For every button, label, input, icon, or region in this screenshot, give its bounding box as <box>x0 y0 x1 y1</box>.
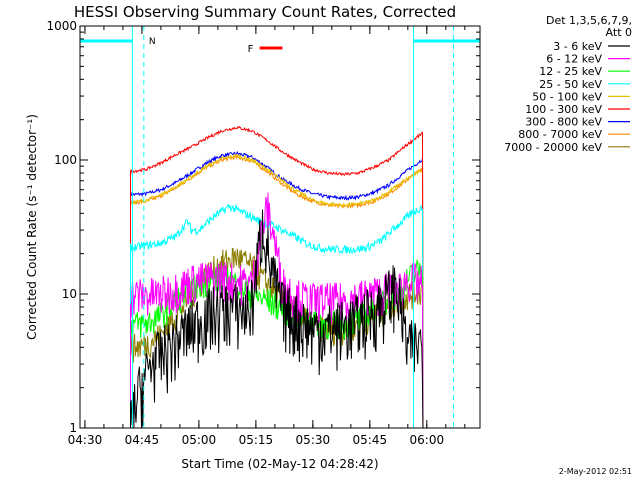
x-axis-label: Start Time (02-May-12 04:28:42) <box>181 457 378 471</box>
chart-title: HESSI Observing Summary Count Rates, Cor… <box>74 3 456 21</box>
x-ticks: 04:30 04:45 05:00 05:15 05:30 05:45 06:00 <box>68 26 466 447</box>
series-line-100-300-kev <box>130 125 424 429</box>
y-tick-label: 10 <box>62 287 77 301</box>
legend-label: 25 - 50 keV <box>539 78 602 91</box>
x-tick-label: 04:30 <box>68 433 103 447</box>
y-tick-label: 1000 <box>46 19 77 33</box>
y-axis-label: Corrected Count Rate (s⁻¹ detector⁻¹) <box>25 114 39 340</box>
legend-label: 6 - 12 keV <box>546 53 602 66</box>
series-line-6-12-kev <box>130 192 424 429</box>
legend-label: 50 - 100 keV <box>532 90 602 103</box>
x-tick-label: 04:45 <box>125 433 160 447</box>
plot-frame <box>79 25 481 429</box>
legend-header-line-1: Det 1,3,5,6,7,9, <box>546 14 632 27</box>
y-tick-label: 1 <box>69 421 77 435</box>
series-line-25-50-kev <box>130 203 424 429</box>
y-ticks: 1 10 100 1000 <box>46 19 480 435</box>
legend-label: 12 - 25 keV <box>539 65 602 78</box>
y-tick-label: 100 <box>54 153 77 167</box>
legend-label: 7000 - 20000 keV <box>504 141 602 154</box>
flare-label: F <box>248 44 254 55</box>
legend-label: 300 - 800 keV <box>525 116 602 129</box>
legend-label: 800 - 7000 keV <box>518 128 602 141</box>
x-tick-label: 05:00 <box>182 433 217 447</box>
legend-label: 100 - 300 keV <box>525 103 602 116</box>
x-tick-label: 05:30 <box>296 433 331 447</box>
x-tick-label: 06:00 <box>410 433 445 447</box>
series-line-3-6-kev <box>130 209 424 429</box>
generation-timestamp: 2-May-2012 02:51 <box>559 467 632 476</box>
annotation-layer: NF <box>80 26 480 428</box>
legend-header-line-2: Att 0 <box>606 26 632 39</box>
series-layer <box>130 125 424 429</box>
x-tick-label: 05:15 <box>239 433 274 447</box>
night-label: N <box>149 37 156 47</box>
series-line-300-800-kev <box>130 150 424 429</box>
x-tick-label: 05:45 <box>353 433 388 447</box>
legend-label: 3 - 6 keV <box>553 40 602 53</box>
series-line-50-100-kev <box>130 153 424 429</box>
